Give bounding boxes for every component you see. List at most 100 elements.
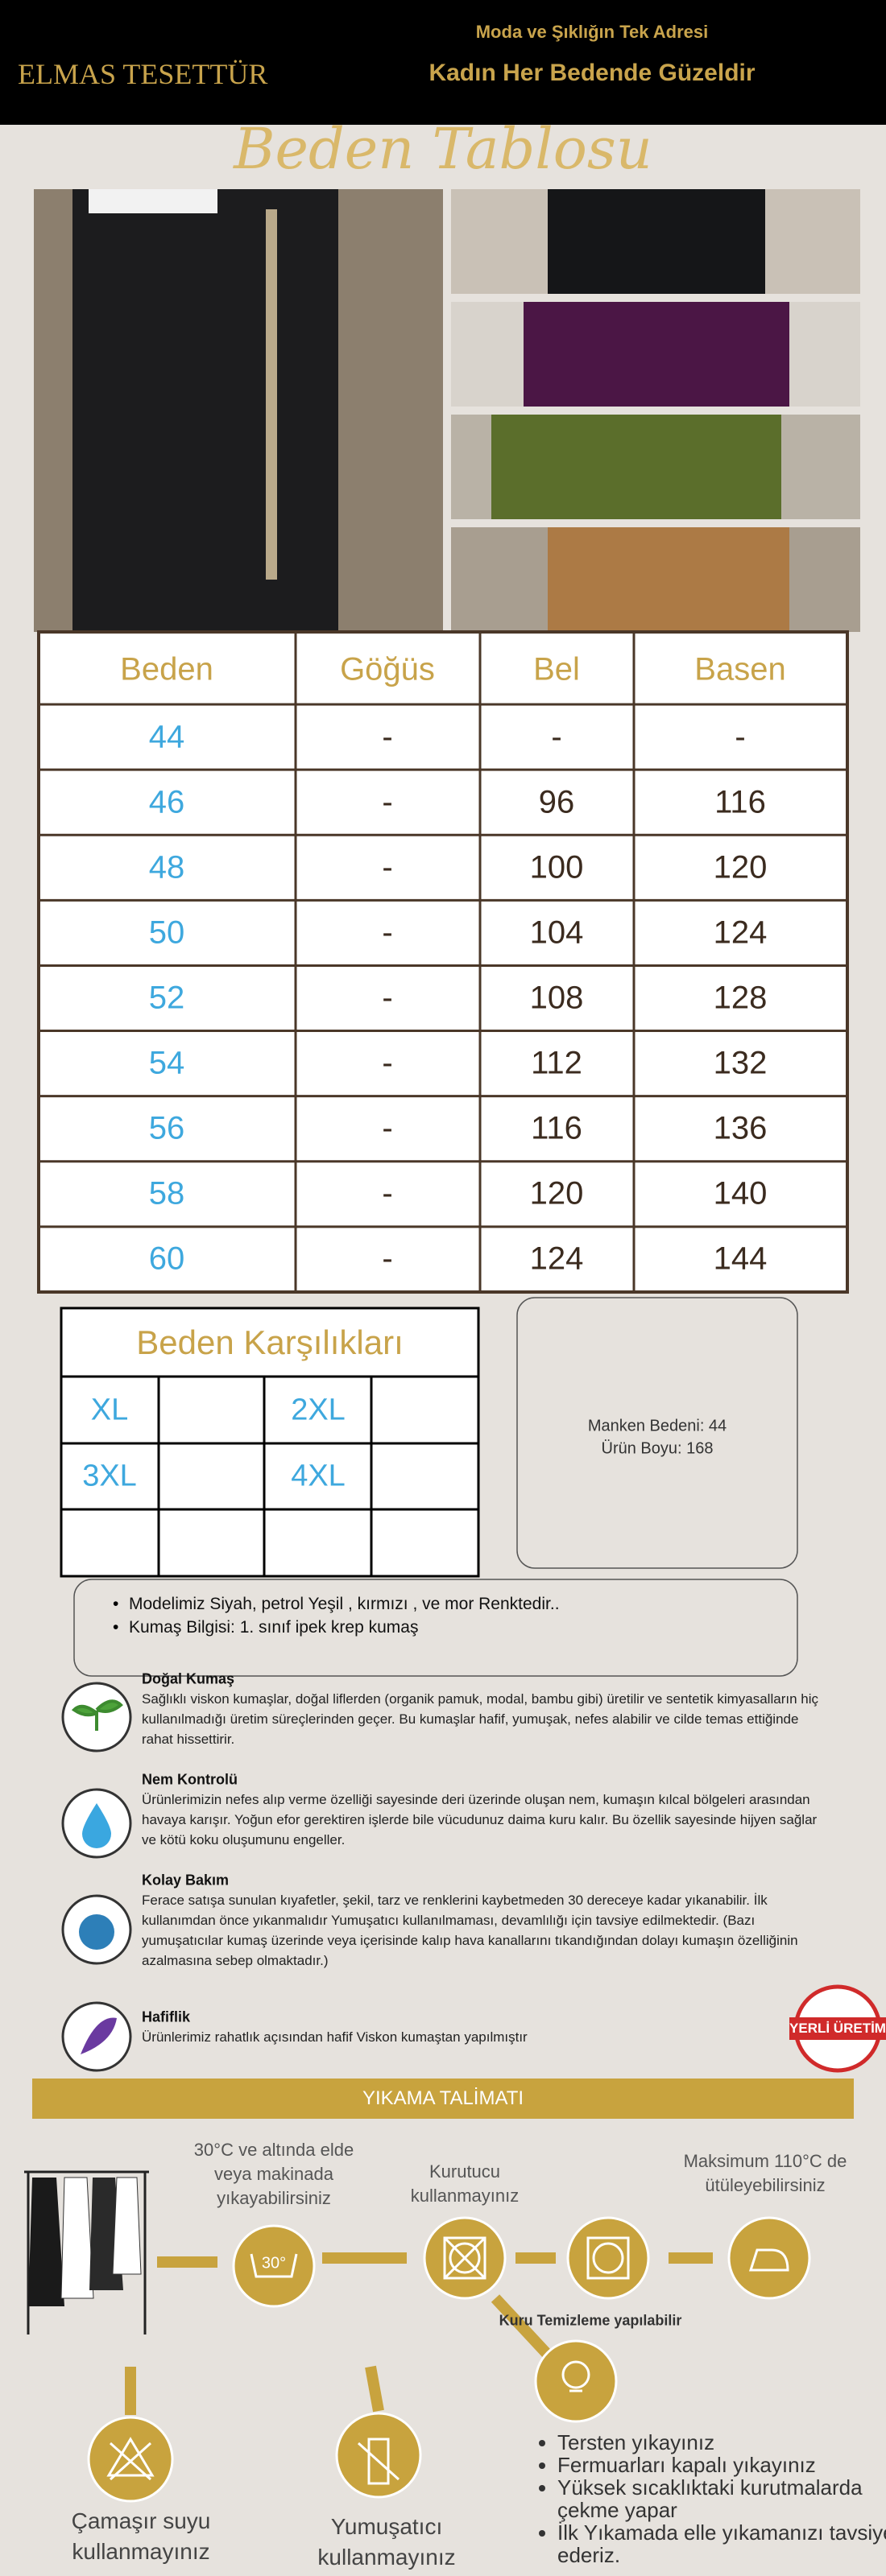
size-cell: 58 — [148, 1175, 185, 1212]
care-tips: Tersten yıkayınızFermuarları kapalı yıka… — [540, 2431, 886, 2566]
size-cell: 44 — [148, 719, 185, 755]
measure-cell: 124 — [529, 1241, 584, 1277]
page-title: Beden Tablosu — [234, 116, 652, 182]
icon-leaf — [71, 1699, 123, 1731]
size-cell: 50 — [148, 914, 185, 951]
care-text: Maksimum 110°C de ütüleyebilirsiniz — [683, 2151, 847, 2195]
model-info: Ürün Boyu: 168 — [601, 1439, 714, 1458]
size-table-lines — [294, 632, 636, 1292]
tagline: Kadın Her Bedende Güzeldir — [429, 60, 756, 86]
size-cell: 56 — [148, 1110, 185, 1146]
swatch-purple — [524, 302, 789, 407]
measure-cell: 140 — [713, 1175, 768, 1212]
bullet: • — [113, 1595, 119, 1613]
feature-title: Nem Kontrolü — [142, 1771, 238, 1788]
measure-cell: 120 — [529, 1175, 584, 1212]
slogan: Moda ve Şıklığın Tek Adresi — [475, 22, 709, 42]
measure-cell: 120 — [713, 849, 768, 886]
feature-icons — [61, 1682, 132, 2072]
measure-cell: 96 — [538, 784, 575, 820]
equiv-cell: 4XL — [291, 1459, 346, 1493]
icon-drop — [82, 1803, 111, 1848]
equiv-cell: 2XL — [291, 1393, 346, 1427]
blouse — [89, 189, 217, 213]
measure-cell: - — [382, 1241, 393, 1277]
measure-cell: 128 — [713, 980, 768, 1016]
skirt — [72, 189, 338, 632]
stone-trim — [266, 209, 277, 580]
measure-cell: - — [382, 1175, 393, 1212]
equiv-cell: 3XL — [82, 1459, 137, 1493]
swatch-green — [491, 415, 781, 519]
size-cell: 46 — [148, 784, 185, 820]
note: Modelimiz Siyah, petrol Yeşil , kırmızı … — [129, 1595, 560, 1613]
swatch-black — [548, 189, 765, 294]
size-cell: 60 — [148, 1241, 185, 1277]
model-box — [516, 1297, 798, 1569]
column-header: Beden — [120, 651, 213, 687]
icon-feather — [81, 2017, 117, 2054]
size-cell: 48 — [148, 849, 185, 886]
measure-cell: 104 — [529, 914, 584, 951]
care-tip: Fermuarları kapalı yıkayınız — [557, 2454, 886, 2476]
washing-banner — [32, 2079, 854, 2119]
measure-cell: - — [382, 1045, 393, 1081]
measure-cell: 116 — [714, 784, 766, 820]
care-text: Çamaşır suyu kullanmayınız — [71, 2508, 211, 2564]
measure-cell: - — [382, 914, 393, 951]
equiv-cell: XL — [90, 1393, 129, 1427]
care-temp: 30° — [261, 2254, 287, 2273]
size-row-lines — [39, 703, 847, 1228]
care-text: 30°C ve altında elde veya makinada yıkay… — [193, 2140, 354, 2208]
measure-cell: - — [735, 719, 746, 755]
measure-cell: - — [382, 980, 393, 1016]
column-header: Bel — [533, 651, 580, 687]
feature-title: Hafiflik — [142, 2008, 191, 2025]
feature-text: Ürünlerimizin nefes alıp verme özelliği … — [142, 1792, 818, 1847]
column-header: Göğüs — [340, 651, 435, 687]
measure-cell: 136 — [713, 1110, 768, 1146]
washing-title: YIKAMA TALİMATI — [362, 2087, 524, 2109]
size-cell: 52 — [148, 980, 185, 1016]
badge-ribbon — [789, 2017, 886, 2040]
column-header: Basen — [694, 651, 786, 687]
model-info: Manken Bedeni: 44 — [587, 1417, 727, 1435]
measure-cell: 116 — [531, 1110, 582, 1146]
care-symbols — [106, 2236, 789, 2485]
measure-cell: - — [382, 719, 393, 755]
feature-text: Ferace satışa sunulan kıyafetler, şekil,… — [142, 1893, 798, 1968]
feature-text: Sağlıklı viskon kumaşlar, doğal liflerde… — [142, 1691, 818, 1747]
care-text: Yumuşatıcı kullanmayınız — [317, 2514, 456, 2570]
badge: YERLİ ÜRETİM — [789, 2021, 886, 2036]
header-bar — [0, 0, 886, 125]
measure-cell: - — [382, 1110, 393, 1146]
notes-box — [73, 1579, 798, 1677]
measure-cell: 144 — [713, 1241, 768, 1277]
bullet: • — [113, 1618, 119, 1637]
measure-cell: 100 — [529, 849, 584, 886]
size-table-frame — [37, 630, 849, 1294]
measure-cell: 108 — [529, 980, 584, 1016]
icon-washer — [79, 1914, 114, 1950]
equiv-lines — [61, 1375, 478, 1576]
equiv-title: Beden Karşılıkları — [136, 1323, 404, 1361]
clothes — [28, 2177, 142, 2306]
hanger-rack — [24, 2170, 149, 2334]
care-tip: Tersten yıkayınız — [557, 2431, 886, 2454]
size-cell: 54 — [148, 1045, 185, 1081]
measure-cell: 132 — [713, 1045, 768, 1081]
measure-cell: 112 — [531, 1045, 582, 1081]
feature-title: Kolay Bakım — [142, 1872, 230, 1889]
care-tip: İlk Yıkamada elle yıkamanızı tavsiye ede… — [557, 2521, 886, 2566]
note: Kumaş Bilgisi: 1. sınıf ipek krep kumaş — [129, 1618, 419, 1637]
connectors — [125, 2252, 713, 2415]
measure-cell: - — [382, 849, 393, 886]
care-text: Kurutucu kullanmayınız — [410, 2161, 520, 2206]
feature-title: Doğal Kumaş — [142, 1670, 235, 1687]
care-tip: Yüksek sıcaklıktaki kurutmalarda çekme y… — [557, 2476, 886, 2521]
brand: ELMAS TESETTÜR — [18, 58, 268, 90]
care-text: Kuru Temizleme yapılabilir — [499, 2312, 682, 2329]
swatch-tan — [548, 527, 789, 632]
